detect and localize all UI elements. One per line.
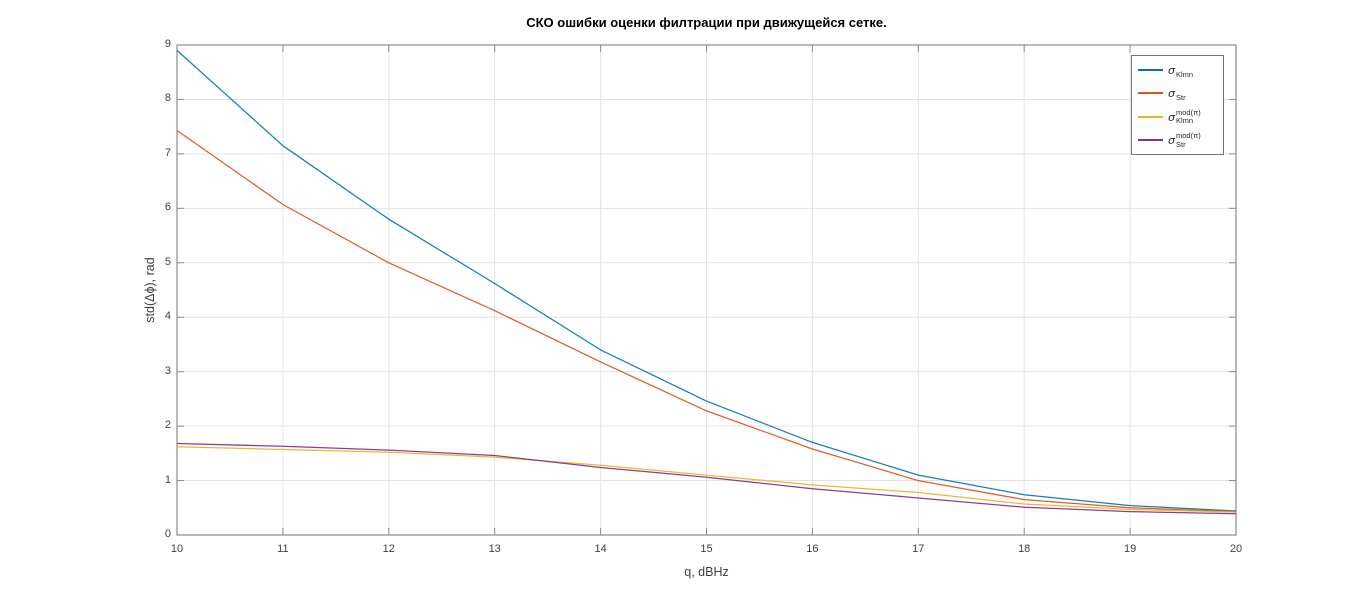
legend-label: σ mod(π) Klmn — [1168, 108, 1201, 126]
x-tick-label: 13 — [488, 543, 501, 555]
x-tick-label: 15 — [700, 543, 713, 555]
legend-item-sigma-klmn: σ Klmn — [1132, 58, 1223, 82]
x-tick-label: 12 — [382, 543, 395, 555]
y-tick-label: 0 — [164, 528, 171, 540]
y-tick-label: 8 — [164, 92, 171, 105]
x-tick-label: 10 — [170, 543, 184, 555]
legend-label: σ Str — [1168, 84, 1186, 102]
x-tick-label: 18 — [1018, 543, 1031, 555]
sigma-symbol: σ — [1168, 110, 1175, 124]
legend-subscript: Str — [1175, 139, 1186, 149]
legend-item-sigma-str: σ Str — [1132, 82, 1223, 106]
legend-label: σ Klmn — [1168, 61, 1193, 79]
legend-line-sample — [1138, 68, 1163, 71]
series-line-sigma_Klmn_mod_pi — [176, 446, 1237, 513]
legend-subscript: Klmn — [1175, 116, 1194, 126]
legend-superscript: mod(π) — [1175, 131, 1201, 141]
sigma-symbol: σ — [1168, 134, 1175, 148]
sigma-symbol: σ — [1168, 87, 1175, 101]
y-tick-label: 7 — [164, 146, 171, 159]
legend: σ Klmn σ Str σ mod(π) Klmn σ mod(π) Str — [1131, 55, 1224, 155]
x-tick-label: 17 — [912, 543, 925, 555]
chart-title: СКО ошибки оценки филтрации при движущей… — [526, 15, 887, 30]
x-axis-label: q, dBHz — [684, 565, 729, 579]
y-tick-label: 4 — [164, 310, 171, 323]
y-tick-label: 5 — [164, 255, 171, 268]
x-tick-label: 11 — [277, 543, 289, 555]
sigma-symbol: σ — [1168, 63, 1175, 77]
y-tick-label: 2 — [164, 419, 171, 432]
y-tick-label: 3 — [164, 364, 171, 377]
y-tick-label: 9 — [164, 38, 171, 50]
legend-item-sigma-str-mod-pi: σ mod(π) Str — [1132, 129, 1223, 153]
x-tick-label: 16 — [806, 543, 819, 555]
x-tick-label: 19 — [1123, 543, 1137, 555]
legend-line-sample — [1138, 139, 1163, 142]
legend-label: σ mod(π) Str — [1168, 131, 1201, 149]
legend-item-sigma-klmn-mod-pi: σ mod(π) Klmn — [1132, 105, 1223, 129]
legend-superscript: mod(π) — [1175, 107, 1201, 117]
y-axis-label: std(Δϕ), rad — [143, 257, 157, 323]
x-tick-label: 14 — [594, 543, 607, 555]
axes-box — [176, 44, 1237, 536]
x-tick-label: 20 — [1229, 543, 1243, 555]
legend-line-sample — [1138, 115, 1163, 118]
series-line-sigma_Klmn — [176, 49, 1237, 512]
y-tick-label: 1 — [164, 473, 171, 486]
series-line-sigma_Str — [176, 129, 1237, 513]
legend-subscript: Str — [1175, 93, 1186, 103]
legend-subscript: Klmn — [1175, 69, 1194, 79]
series-line-sigma_Str_mod_pi — [176, 442, 1237, 515]
legend-line-sample — [1138, 92, 1163, 95]
y-tick-label: 6 — [164, 201, 171, 214]
